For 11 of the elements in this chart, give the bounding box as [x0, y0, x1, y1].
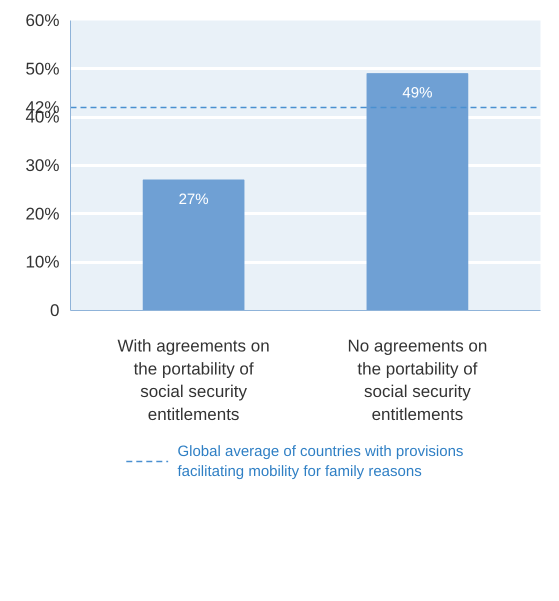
legend-label: Global average of countries with provisions facilitating mobility for family reasons [177, 442, 464, 480]
data-label: 27% [178, 191, 209, 208]
y-tick-label: 20% [25, 204, 60, 224]
x-tick-label: With agreements on the portability of social security entitlements [118, 336, 270, 424]
y-tick-label: 10% [25, 252, 60, 272]
x-tick-label: No agreements on the portability of social security entitlements [347, 336, 488, 424]
data-label: 49% [402, 84, 432, 102]
y-tick-label: 50% [25, 59, 60, 78]
y-tick-label: 30% [25, 156, 60, 175]
y-tick-label: 60% [25, 11, 60, 30]
y-tick-label: 0 [50, 301, 60, 320]
